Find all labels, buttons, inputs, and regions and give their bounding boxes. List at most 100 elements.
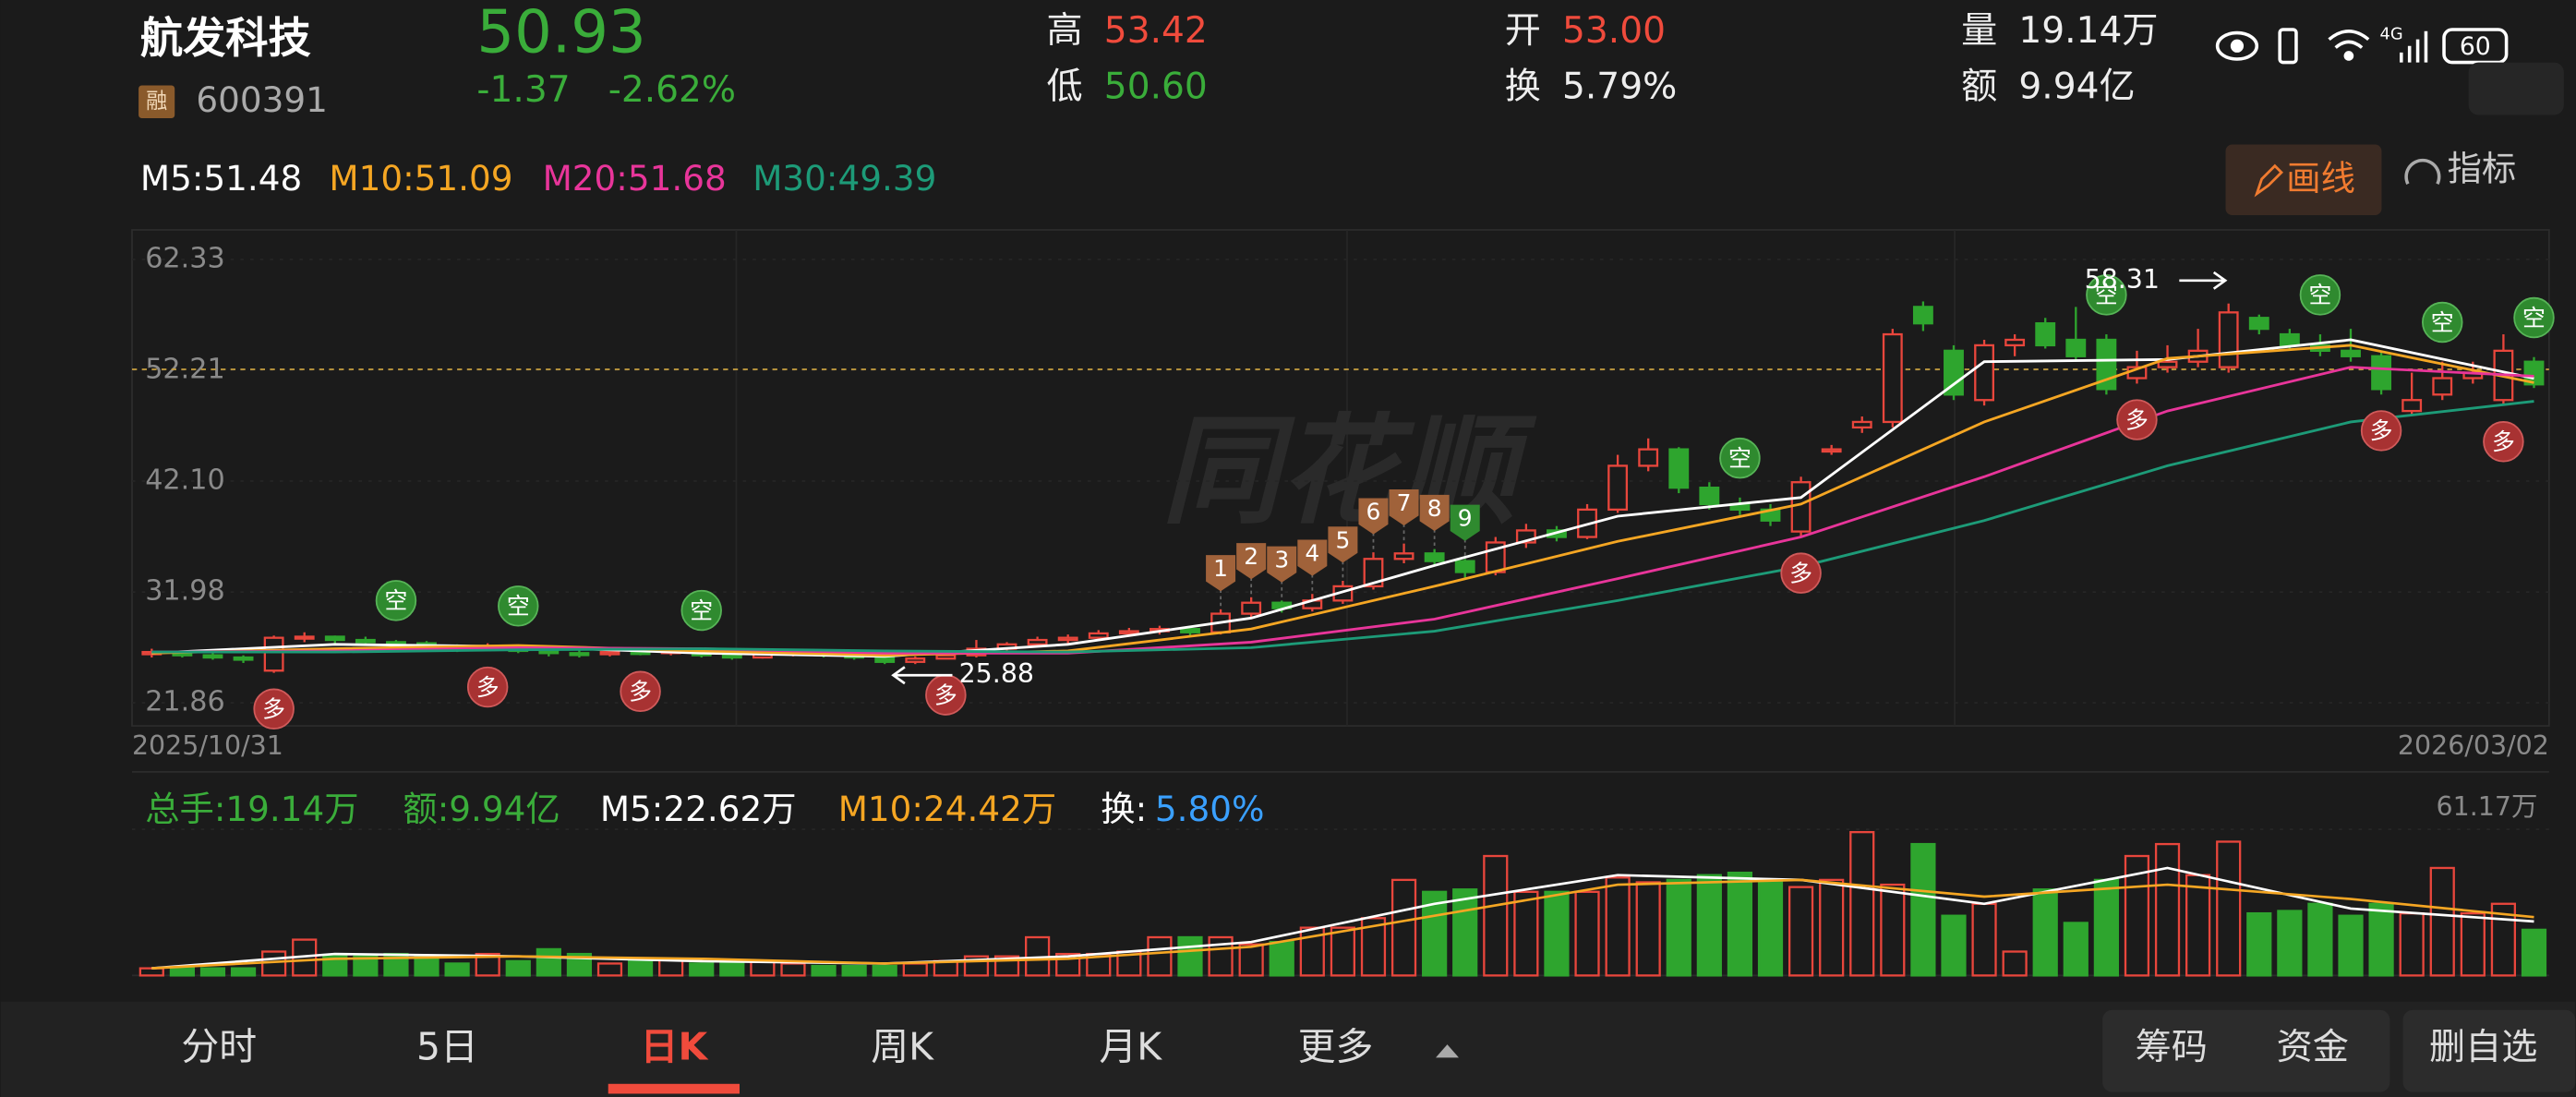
candle-body: [874, 656, 896, 663]
candle-body: [1241, 601, 1262, 615]
signal-marker: [1780, 552, 1822, 594]
signal-marker: [466, 666, 509, 708]
start-date: 2025/10/31: [132, 730, 283, 761]
count-marker: [1358, 498, 1389, 535]
tab[interactable]: 更多: [1298, 1024, 1374, 1068]
signal-label: 空: [2522, 305, 2546, 332]
end-date: 2026/03/02: [2398, 730, 2549, 761]
candle-body: [1424, 552, 1445, 562]
volume-bar: [2460, 911, 2486, 977]
volume-bar: [2277, 910, 2303, 977]
volume-bar: [2063, 922, 2088, 977]
signal-label: 多: [2370, 417, 2393, 444]
candle-body: [2341, 349, 2361, 357]
volume-legend: 换:: [1101, 789, 1147, 829]
plot-frame: [131, 229, 2550, 727]
volume-bar: [444, 962, 470, 977]
tab[interactable]: 月K: [1099, 1024, 1162, 1068]
badge-bg: [138, 85, 175, 119]
volume-bar: [1452, 888, 1478, 977]
candle-body: [1363, 558, 1384, 588]
price: 50.93: [476, 0, 645, 67]
indicator-label[interactable]: 指标: [2448, 148, 2517, 188]
battery: 60: [2460, 32, 2491, 61]
signal-marker: [2299, 274, 2341, 316]
fullscreen-button[interactable]: [2468, 62, 2564, 115]
candle-body: [1882, 332, 1903, 424]
volume-bar: [2399, 911, 2425, 977]
candle-body: [1821, 448, 1842, 453]
volume-bar: [627, 959, 654, 977]
candle-body: [721, 654, 742, 659]
low-note: 25.88: [959, 658, 1034, 689]
candle-body: [1912, 306, 1933, 325]
low-arrow: [891, 666, 953, 685]
count-label: 6: [1366, 498, 1381, 524]
stat-label: 额: [1961, 66, 1997, 108]
volume-bar: [2521, 928, 2547, 977]
action-button[interactable]: 删自选: [2429, 1027, 2537, 1068]
volume-bar: [1635, 881, 1661, 977]
volume-bar: [1574, 890, 1600, 977]
ma-legend: M10:51.09: [329, 158, 512, 199]
stat-label: 量: [1961, 10, 1997, 52]
high-arrow: [2179, 271, 2228, 290]
count-label: 7: [1397, 489, 1412, 516]
signal-label: 空: [2095, 282, 2118, 308]
tab[interactable]: 周K: [871, 1024, 934, 1068]
signal-label: 空: [385, 587, 408, 614]
action-button[interactable]: 资金: [2277, 1027, 2349, 1068]
volume-bar: [1177, 935, 1203, 977]
count-label: 8: [1427, 495, 1442, 522]
candle-body: [263, 636, 284, 672]
watermark: 同花顺: [1162, 403, 1537, 540]
volume-bar: [1849, 830, 1875, 977]
stat-value: 19.14万: [2018, 10, 2158, 52]
high-note: 58.31: [2085, 264, 2160, 295]
volume-bar: [1147, 935, 1173, 977]
draw-label[interactable]: 画线: [2286, 158, 2355, 199]
volume-bar: [230, 967, 257, 977]
tab[interactable]: 分时: [181, 1024, 257, 1068]
candle-body: [1607, 464, 1629, 512]
volume-bar: [566, 952, 593, 977]
ma-legend: M5:51.48: [140, 158, 302, 199]
volume-bar: [1819, 878, 1845, 977]
candle-body: [1638, 448, 1659, 467]
count-marker: [1236, 543, 1267, 580]
battery-icon: [2442, 28, 2509, 65]
signal-marker: [1719, 437, 1761, 479]
status-icons: [2215, 28, 2509, 65]
candle-body: [1974, 344, 1994, 402]
candle-body: [2279, 332, 2300, 347]
volume-bar: [1544, 890, 1570, 977]
eye-pupil: [2230, 39, 2245, 53]
tab[interactable]: 日K: [641, 1024, 709, 1068]
signal-label: 多: [629, 679, 652, 705]
candle-body: [1699, 486, 1720, 506]
count-marker: [1389, 488, 1419, 526]
draw-button[interactable]: [2225, 144, 2382, 215]
candle-body: [2371, 355, 2392, 391]
count-marker: [1297, 539, 1328, 576]
candle-body: [1088, 632, 1109, 639]
ma-legend: M30:49.39: [752, 158, 936, 199]
count-marker: [1206, 555, 1236, 592]
action-button[interactable]: 筹码: [2136, 1027, 2208, 1068]
candle-body: [324, 635, 345, 642]
more-arrow[interactable]: [1436, 1044, 1459, 1058]
tab[interactable]: 5日: [416, 1024, 478, 1068]
volume-bar: [902, 962, 928, 977]
count-label: 4: [1305, 540, 1319, 567]
volume-bar: [2154, 842, 2181, 977]
candle-body: [935, 654, 957, 660]
candle-body: [599, 650, 620, 656]
candle-body: [1851, 420, 1872, 429]
candle-body: [1454, 560, 1475, 573]
candle-body: [202, 654, 223, 659]
volume-bar: [1513, 890, 1539, 977]
volume-legend: 额:9.94亿: [403, 789, 560, 829]
candle-body: [1180, 628, 1200, 633]
candle-body: [905, 657, 926, 663]
volume-bar: [353, 955, 379, 977]
